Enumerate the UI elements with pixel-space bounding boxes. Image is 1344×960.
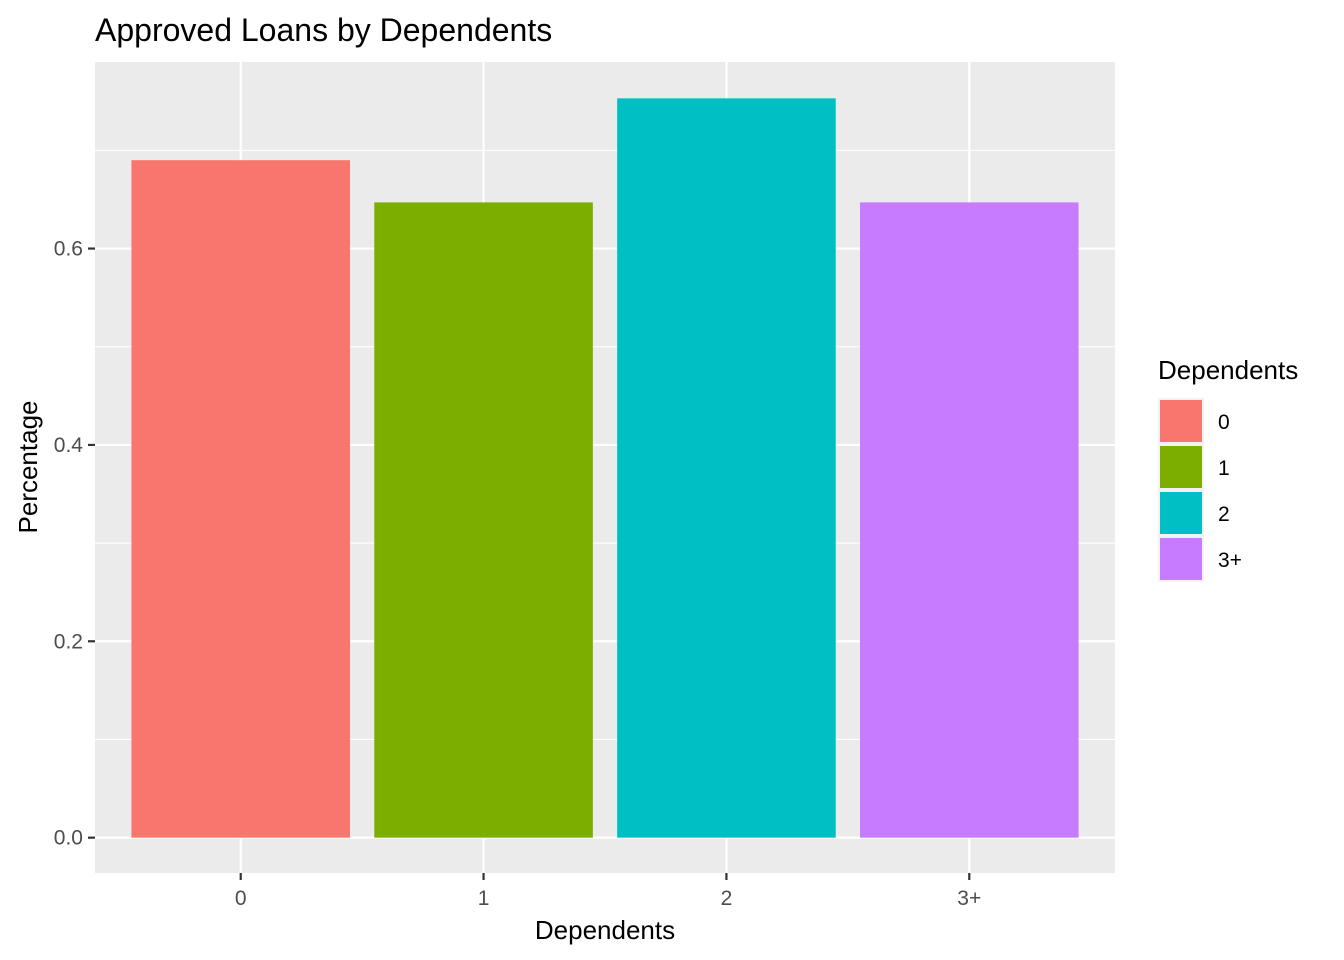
legend-title: Dependents xyxy=(1158,355,1298,385)
chart-title: Approved Loans by Dependents xyxy=(95,12,552,48)
x-tick-label: 1 xyxy=(478,887,490,910)
bar-1 xyxy=(374,202,593,838)
x-tick-label: 3+ xyxy=(957,887,981,910)
x-axis: 0 1 2 3+ xyxy=(235,873,981,910)
legend: Dependents 0 1 2 3+ xyxy=(1158,355,1298,582)
legend-label: 1 xyxy=(1218,457,1230,480)
legend-swatch-3+ xyxy=(1160,538,1202,580)
legend-label: 2 xyxy=(1218,503,1230,526)
y-tick-label: 0.6 xyxy=(54,238,83,261)
legend-swatch-0 xyxy=(1160,400,1202,442)
bar-3+ xyxy=(860,202,1079,838)
bar-2 xyxy=(617,98,836,838)
legend-label: 3+ xyxy=(1218,549,1242,572)
y-axis-title: Percentage xyxy=(13,401,43,534)
bars xyxy=(131,98,1079,838)
legend-swatch-1 xyxy=(1160,446,1202,488)
legend-label: 0 xyxy=(1218,411,1230,434)
x-tick-label: 2 xyxy=(721,887,733,910)
x-axis-title: Dependents xyxy=(535,915,675,945)
bar-0 xyxy=(131,160,350,838)
x-tick-label: 0 xyxy=(235,887,247,910)
y-tick-label: 0.0 xyxy=(54,827,83,850)
y-tick-label: 0.4 xyxy=(54,434,84,457)
legend-swatch-2 xyxy=(1160,492,1202,534)
y-axis: 0.0 0.2 0.4 0.6 xyxy=(54,238,95,850)
y-tick-label: 0.2 xyxy=(54,630,83,653)
